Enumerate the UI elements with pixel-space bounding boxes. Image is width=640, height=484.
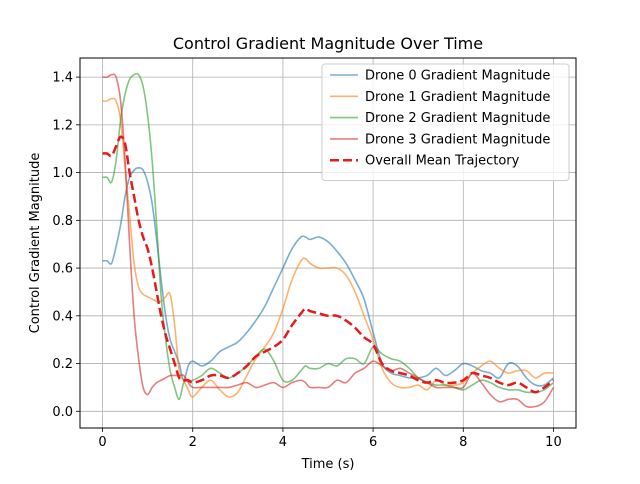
legend-label: Drone 1 Gradient Magnitude [365, 90, 550, 105]
legend-label: Overall Mean Trajectory [365, 154, 520, 169]
legend-label: Drone 2 Gradient Magnitude [365, 111, 550, 126]
plot-frame [79, 57, 577, 429]
x-tick-label: 8 [459, 435, 467, 450]
drone-0-line [102, 167, 554, 387]
legend-label: Drone 3 Gradient Magnitude [365, 132, 550, 147]
overall-mean-line [102, 135, 555, 394]
chart-title: Control Gradient Magnitude Over Time [173, 34, 483, 53]
axis-ticks: 0 2 4 6 8 10 0.0 0.2 0.4 0.6 0.8 1.0 1.2 1.4 [52, 71, 561, 450]
y-tick-label: 0.0 [52, 405, 73, 420]
x-tick-label: 6 [369, 435, 377, 450]
drone-3-line [102, 73, 555, 409]
y-tick-label: 1.4 [52, 71, 73, 86]
x-tick-label: 2 [189, 435, 197, 450]
series-lines [102, 72, 555, 409]
drone-2-line [102, 72, 554, 401]
y-tick-label: 1.0 [52, 166, 73, 181]
x-tick-label: 10 [545, 435, 562, 450]
y-tick-label: 0.2 [52, 357, 73, 372]
y-tick-label: 0.6 [52, 262, 73, 277]
x-tick-label: 4 [279, 435, 287, 450]
y-tick-label: 1.2 [52, 118, 73, 133]
y-tick-label: 0.8 [52, 214, 73, 229]
legend: Drone 0 Gradient Magnitude Drone 1 Gradie… [321, 63, 570, 181]
x-tick-label: 0 [98, 435, 106, 450]
legend-box [321, 63, 570, 181]
legend-label: Drone 0 Gradient Magnitude [365, 69, 550, 84]
drone-1-line [102, 97, 554, 398]
x-axis-label: Time (s) [301, 457, 355, 472]
y-axis-label: Control Gradient Magnitude [28, 153, 43, 334]
y-tick-label: 0.4 [52, 309, 73, 324]
